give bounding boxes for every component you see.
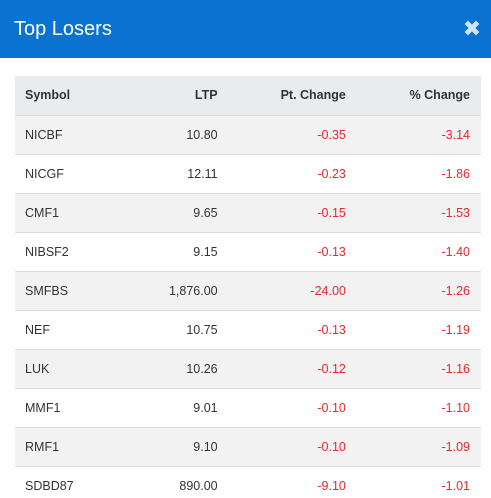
column-header-ltp[interactable]: LTP	[126, 76, 228, 116]
losers-table-container: Symbol LTP Pt. Change % Change NICBF 10.…	[15, 76, 481, 498]
symbol-cell: MMF1	[15, 388, 127, 428]
symbol-cell: SMFBS	[15, 271, 127, 311]
symbol-cell: NEF	[15, 310, 127, 350]
pct-change-cell: -1.53	[355, 193, 481, 233]
ltp-cell: 12.11	[126, 154, 228, 194]
ltp-cell: 890.00	[126, 466, 228, 498]
symbol-cell: LUK	[15, 349, 127, 389]
modal-title: Top Losers	[14, 18, 112, 40]
symbol-cell: NICBF	[15, 115, 127, 155]
table-row[interactable]: LUK 10.26 -0.12 -1.16	[15, 349, 481, 389]
table-body: NICBF 10.80 -0.35 -3.14 NICGF 12.11 -0.2…	[15, 115, 481, 498]
pct-change-cell: -1.26	[355, 271, 481, 311]
table-row[interactable]: MMF1 9.01 -0.10 -1.10	[15, 388, 481, 428]
pct-change-cell: -1.16	[355, 349, 481, 389]
symbol-cell: NIBSF2	[15, 232, 127, 272]
table-header: Symbol LTP Pt. Change % Change	[15, 76, 481, 116]
table-row[interactable]: NICGF 12.11 -0.23 -1.86	[15, 154, 481, 194]
column-header-pct-change[interactable]: % Change	[355, 76, 481, 116]
pt-change-cell: -0.10	[227, 427, 356, 467]
column-header-pt-change[interactable]: Pt. Change	[227, 76, 356, 116]
table-row[interactable]: SMFBS 1,876.00 -24.00 -1.26	[15, 271, 481, 311]
table-row[interactable]: NICBF 10.80 -0.35 -3.14	[15, 115, 481, 155]
ltp-cell: 9.65	[126, 193, 228, 233]
symbol-cell: SDBD87	[15, 466, 127, 498]
table-row[interactable]: NEF 10.75 -0.13 -1.19	[15, 310, 481, 350]
ltp-cell: 9.15	[126, 232, 228, 272]
symbol-cell: NICGF	[15, 154, 127, 194]
column-header-symbol[interactable]: Symbol	[15, 76, 127, 116]
pct-change-cell: -1.09	[355, 427, 481, 467]
table-row[interactable]: NIBSF2 9.15 -0.13 -1.40	[15, 232, 481, 272]
pt-change-cell: -0.23	[227, 154, 356, 194]
pt-change-cell: -24.00	[227, 271, 356, 311]
pt-change-cell: -0.13	[227, 232, 356, 272]
pct-change-cell: -1.10	[355, 388, 481, 428]
symbol-cell: RMF1	[15, 427, 127, 467]
ltp-cell: 10.26	[126, 349, 228, 389]
table-header-row: Symbol LTP Pt. Change % Change	[15, 76, 481, 116]
losers-table: Symbol LTP Pt. Change % Change NICBF 10.…	[15, 76, 481, 498]
ltp-cell: 1,876.00	[126, 271, 228, 311]
table-row[interactable]: CMF1 9.65 -0.15 -1.53	[15, 193, 481, 233]
pct-change-cell: -1.86	[355, 154, 481, 194]
pt-change-cell: -9.10	[227, 466, 356, 498]
table-row[interactable]: RMF1 9.10 -0.10 -1.09	[15, 427, 481, 467]
pt-change-cell: -0.15	[227, 193, 356, 233]
ltp-cell: 9.10	[126, 427, 228, 467]
pct-change-cell: -1.40	[355, 232, 481, 272]
pt-change-cell: -0.35	[227, 115, 356, 155]
pt-change-cell: -0.10	[227, 388, 356, 428]
pct-change-cell: -1.19	[355, 310, 481, 350]
pt-change-cell: -0.12	[227, 349, 356, 389]
pct-change-cell: -1.01	[355, 466, 481, 498]
ltp-cell: 9.01	[126, 388, 228, 428]
pt-change-cell: -0.13	[227, 310, 356, 350]
table-row[interactable]: SDBD87 890.00 -9.10 -1.01	[15, 466, 481, 498]
close-icon[interactable]: ✖	[462, 16, 482, 41]
pct-change-cell: -3.14	[355, 115, 481, 155]
symbol-cell: CMF1	[15, 193, 127, 233]
ltp-cell: 10.75	[126, 310, 228, 350]
modal-header: Top Losers ✖	[0, 0, 491, 58]
ltp-cell: 10.80	[126, 115, 228, 155]
